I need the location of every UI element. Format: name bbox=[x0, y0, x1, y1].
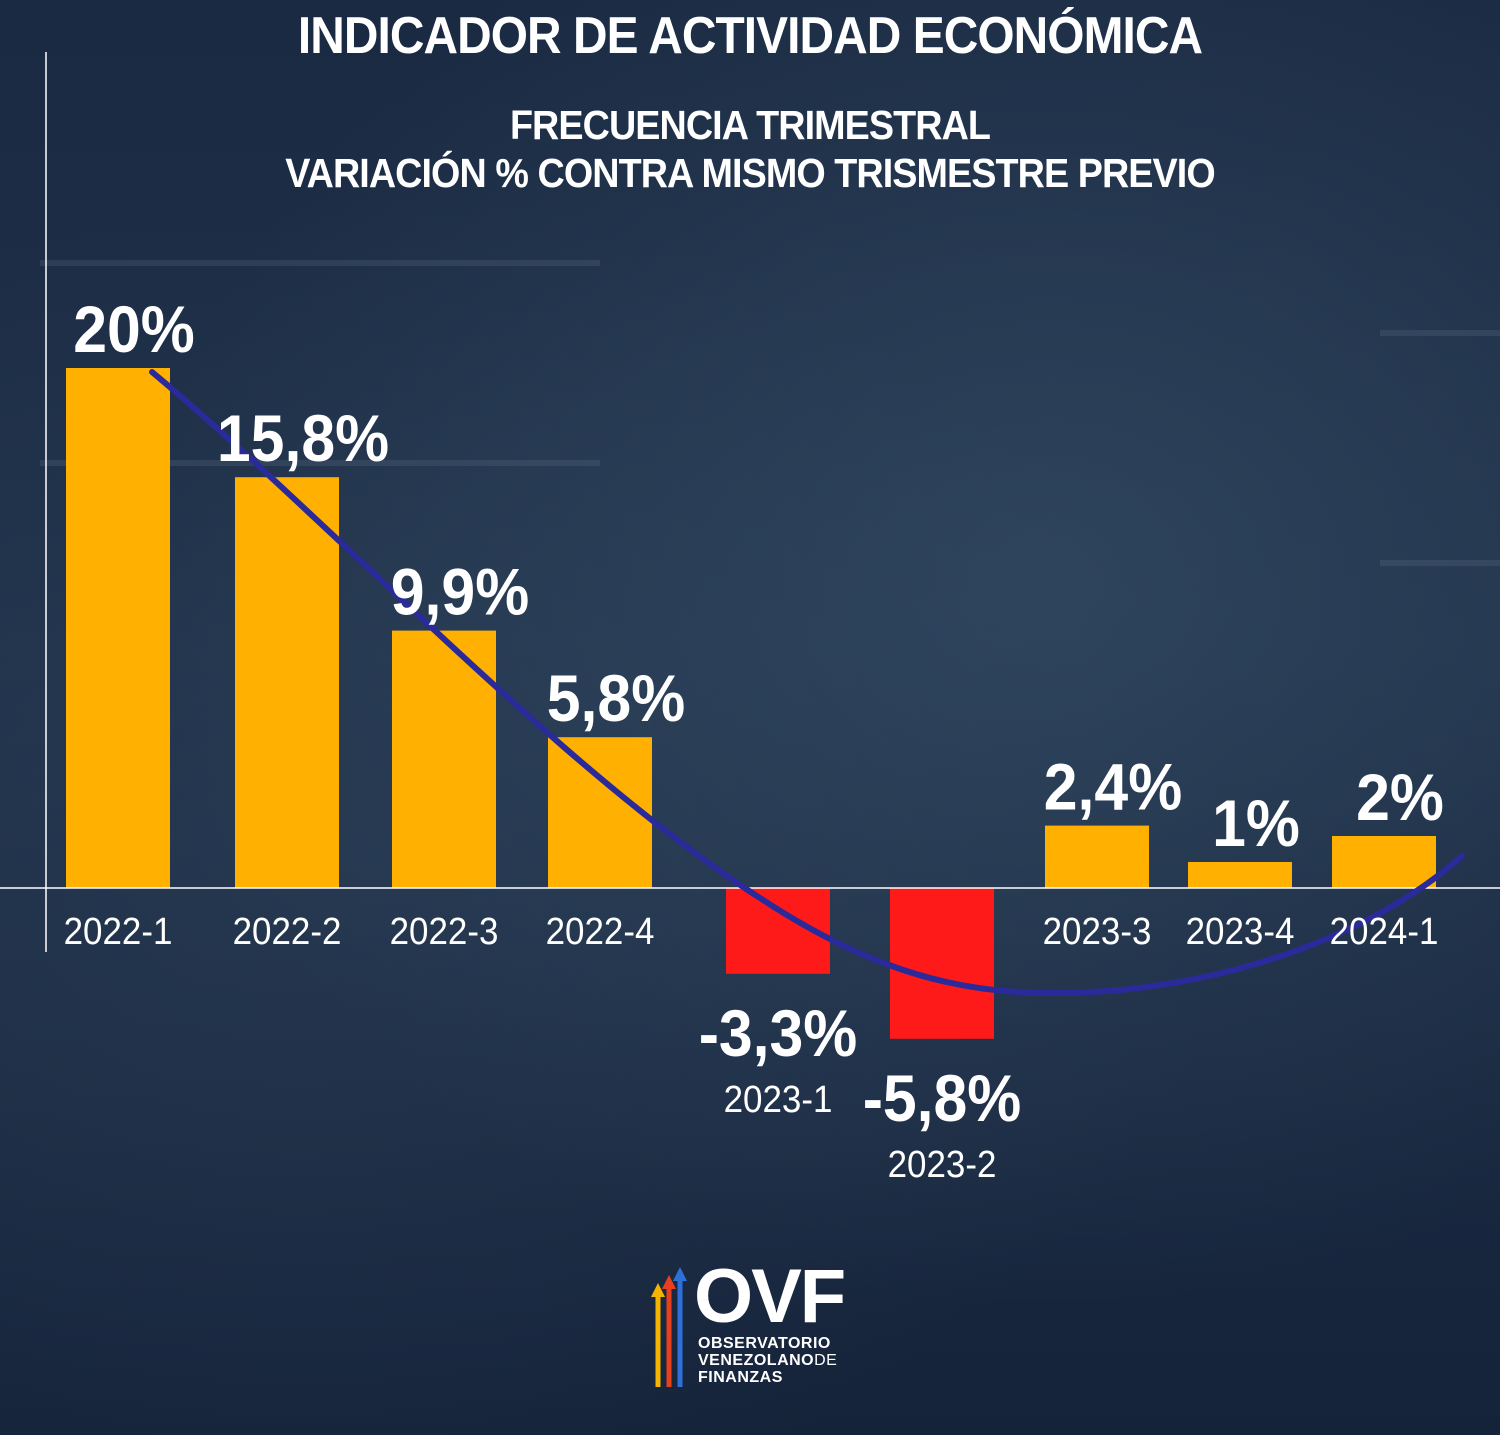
logo-text-line3: FINANZAS bbox=[698, 1369, 783, 1386]
bar-2022-4 bbox=[548, 737, 652, 888]
value-label-2022-1: 20% bbox=[73, 294, 195, 367]
logo-text-line2-main: VENEZOLANO bbox=[698, 1352, 815, 1369]
value-label-2024-1: 2% bbox=[1356, 762, 1444, 835]
category-label-2022-3: 2022-3 bbox=[390, 910, 499, 953]
shelf-decor bbox=[40, 260, 600, 266]
shelf-decor bbox=[1380, 330, 1500, 336]
category-label-2023-2: 2023-2 bbox=[888, 1142, 997, 1185]
logo-text-line2-suffix: DE bbox=[814, 1352, 838, 1369]
chart-subtitle-frequency: FRECUENCIA TRIMESTRAL bbox=[509, 102, 991, 148]
bar-2024-1 bbox=[1332, 836, 1436, 888]
category-label-2022-1: 2022-1 bbox=[64, 910, 173, 953]
category-label-2022-2: 2022-2 bbox=[233, 910, 342, 953]
arrows-icon bbox=[651, 1267, 687, 1387]
value-label-2022-3: 9,9% bbox=[391, 556, 529, 629]
value-label-2023-4: 1% bbox=[1212, 788, 1300, 861]
logo-acronym: OVF bbox=[694, 1254, 846, 1339]
logo-text-line2: VENEZOLANODE bbox=[698, 1352, 837, 1369]
category-label-2023-4: 2023-4 bbox=[1186, 910, 1295, 953]
bar-2023-4 bbox=[1188, 862, 1292, 888]
trend-line-group bbox=[149, 369, 1465, 997]
logo-text-line1: OBSERVATORIO bbox=[698, 1335, 831, 1352]
value-label-2023-2: -5,8% bbox=[863, 1063, 1022, 1136]
value-label-2022-2: 15,8% bbox=[217, 403, 389, 476]
bar-2023-3 bbox=[1045, 825, 1149, 888]
bar-2022-1 bbox=[66, 368, 170, 888]
shelf-decor bbox=[40, 460, 600, 466]
value-label-2023-1: -3,3% bbox=[699, 998, 858, 1071]
value-label-2023-3: 2,4% bbox=[1044, 751, 1182, 824]
shelf-decor bbox=[1380, 560, 1500, 566]
chart-subtitle-variation: VARIACIÓN % CONTRA MISMO TRISMESTRE PREV… bbox=[285, 150, 1215, 196]
bar-2022-2 bbox=[235, 477, 339, 888]
chart-title: INDICADOR DE ACTIVIDAD ECONÓMICA bbox=[297, 7, 1203, 65]
category-label-2024-1: 2024-1 bbox=[1330, 910, 1439, 953]
bar-2023-2 bbox=[890, 888, 994, 1039]
category-label-2023-3: 2023-3 bbox=[1043, 910, 1152, 953]
category-label-2022-4: 2022-4 bbox=[546, 910, 655, 953]
category-label-2023-1: 2023-1 bbox=[724, 1077, 833, 1120]
ovf-logo: OVF OBSERVATORIO VENEZOLANODE FINANZAS bbox=[650, 1259, 870, 1395]
labels-group: 20% 2022-1 15,8% 2022-2 9,9% 2022-3 5,8% 2022-4… bbox=[64, 294, 1444, 1185]
bars-group bbox=[66, 368, 1436, 1039]
trend-line bbox=[149, 369, 1465, 997]
value-label-2022-4: 5,8% bbox=[547, 663, 685, 736]
